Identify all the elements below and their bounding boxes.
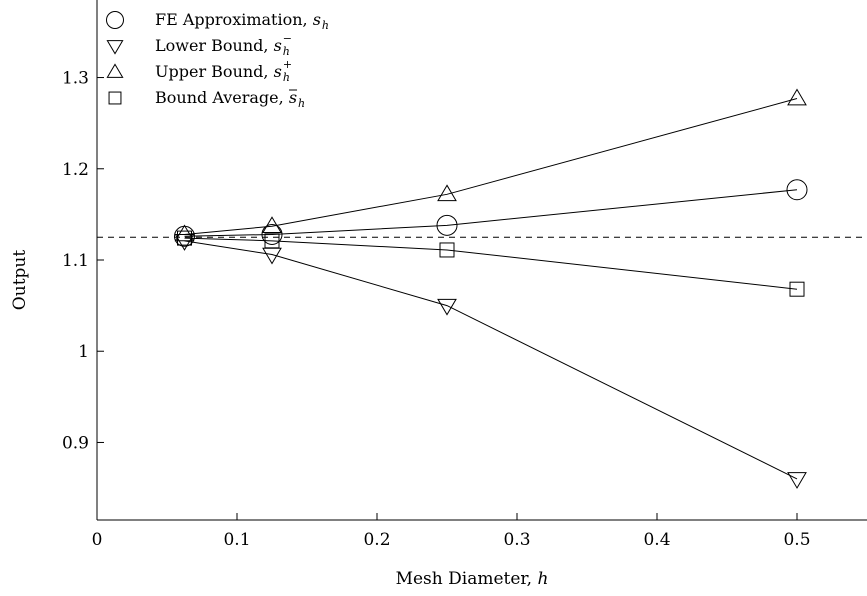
point-lower bbox=[788, 473, 806, 488]
x-tick-label: 0.2 bbox=[363, 530, 390, 550]
y-tick-label: 1 bbox=[78, 342, 89, 362]
legend-sub-lower: h bbox=[283, 45, 290, 58]
series-lines bbox=[97, 99, 867, 479]
x-axis-label: Mesh Diameter, h bbox=[396, 569, 549, 589]
y-tick-label: 1.1 bbox=[62, 251, 89, 271]
legend-label-upper: Upper Bound, s bbox=[155, 62, 282, 81]
legend-entry-lower: Lower Bound, s h− bbox=[107, 32, 292, 58]
series-line-avg bbox=[185, 238, 798, 289]
legend-sub-upper: h bbox=[283, 71, 290, 84]
legend-sup-lower: − bbox=[283, 32, 292, 45]
y-axis-label: Output bbox=[10, 250, 30, 311]
x-tick-label: 0.1 bbox=[223, 530, 250, 550]
x-tick-label: 0 bbox=[92, 530, 103, 550]
series-line-upper bbox=[185, 99, 798, 235]
legend-label-avg: Bound Average, s bbox=[155, 88, 297, 107]
point-lower bbox=[438, 299, 456, 314]
y-tick-label: 1.2 bbox=[62, 160, 89, 180]
legend-marker-upper bbox=[107, 64, 122, 77]
legend-entry-upper: Upper Bound, s h+ bbox=[107, 58, 292, 84]
x-tick-label: 0.4 bbox=[643, 530, 670, 550]
legend-sup-upper: + bbox=[283, 58, 292, 71]
legend-marker-avg bbox=[109, 92, 121, 104]
legend-marker-fe bbox=[107, 12, 124, 29]
axes: 0 0.1 0.2 0.3 0.4 0.5 0.9 1 1.1 1.2 1.3 Mesh Diamet… bbox=[10, 0, 867, 589]
y-tick-label: 0.9 bbox=[62, 433, 89, 453]
series-line-fe bbox=[185, 190, 798, 237]
x-tick-label: 0.5 bbox=[783, 530, 810, 550]
legend-label-fe: FE Approximation, s bbox=[155, 10, 321, 29]
series-markers bbox=[175, 90, 808, 488]
point-upper bbox=[788, 90, 806, 105]
legend-sub-avg: h bbox=[298, 97, 305, 110]
legend-sub-fe: h bbox=[322, 19, 329, 32]
legend-marker-lower bbox=[107, 41, 122, 54]
series-line-lower bbox=[185, 241, 798, 479]
legend-label-lower: Lower Bound, s bbox=[155, 36, 282, 55]
x-tick-label: 0.3 bbox=[503, 530, 530, 550]
y-tick-label: 1.3 bbox=[62, 69, 89, 89]
